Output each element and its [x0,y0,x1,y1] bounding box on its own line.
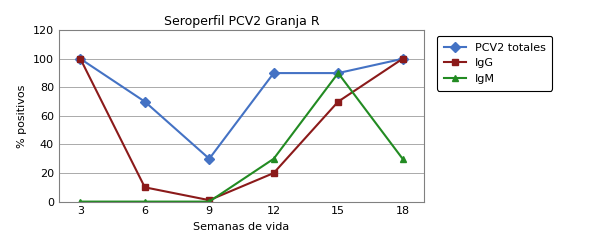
IgG [399,57,406,60]
Title: Seroperfil PCV2 Granja R: Seroperfil PCV2 Granja R [164,15,319,28]
IgM [206,200,213,203]
IgM [141,200,148,203]
Line: PCV2 totales: PCV2 totales [77,55,406,162]
IgM [399,157,406,160]
PCV2 totales [141,100,148,103]
Line: IgM: IgM [77,70,406,205]
IgG [141,186,148,189]
IgG [77,57,84,60]
Y-axis label: % positivos: % positivos [17,84,27,148]
PCV2 totales [335,72,342,75]
PCV2 totales [399,57,406,60]
IgG [270,172,277,175]
IgM [335,72,342,75]
IgG [335,100,342,103]
Line: IgG: IgG [77,55,406,204]
Legend: PCV2 totales, IgG, IgM: PCV2 totales, IgG, IgM [437,36,552,90]
PCV2 totales [77,57,84,60]
X-axis label: Semanas de vida: Semanas de vida [193,222,290,232]
IgM [77,200,84,203]
PCV2 totales [206,157,213,160]
IgG [206,199,213,202]
PCV2 totales [270,72,277,75]
IgM [270,157,277,160]
